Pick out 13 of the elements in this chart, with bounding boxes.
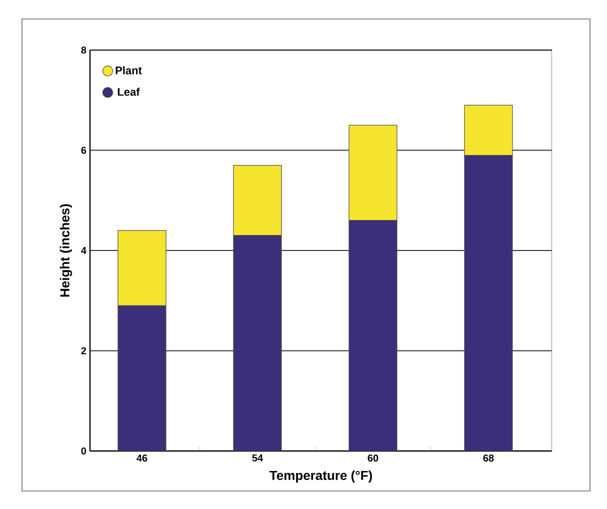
y-tick-label: 2	[81, 347, 86, 354]
x-tick-label: 54	[252, 454, 263, 462]
y-tick-label: 0	[81, 447, 86, 455]
y-tick-label: 4	[81, 247, 86, 254]
x-tick-label: 60	[368, 454, 378, 462]
x-axis-title: Temperature (°F)	[270, 470, 372, 483]
y-tick-label: 8	[81, 46, 86, 54]
y-axis-title: Height (inches)	[60, 204, 72, 297]
x-tick-label: 68	[483, 454, 494, 462]
x-tick-label: 46	[136, 454, 148, 462]
legend-label: Plant	[116, 66, 142, 74]
y-tick-label: 6	[81, 146, 86, 154]
legend-label: Leaf	[118, 88, 140, 96]
